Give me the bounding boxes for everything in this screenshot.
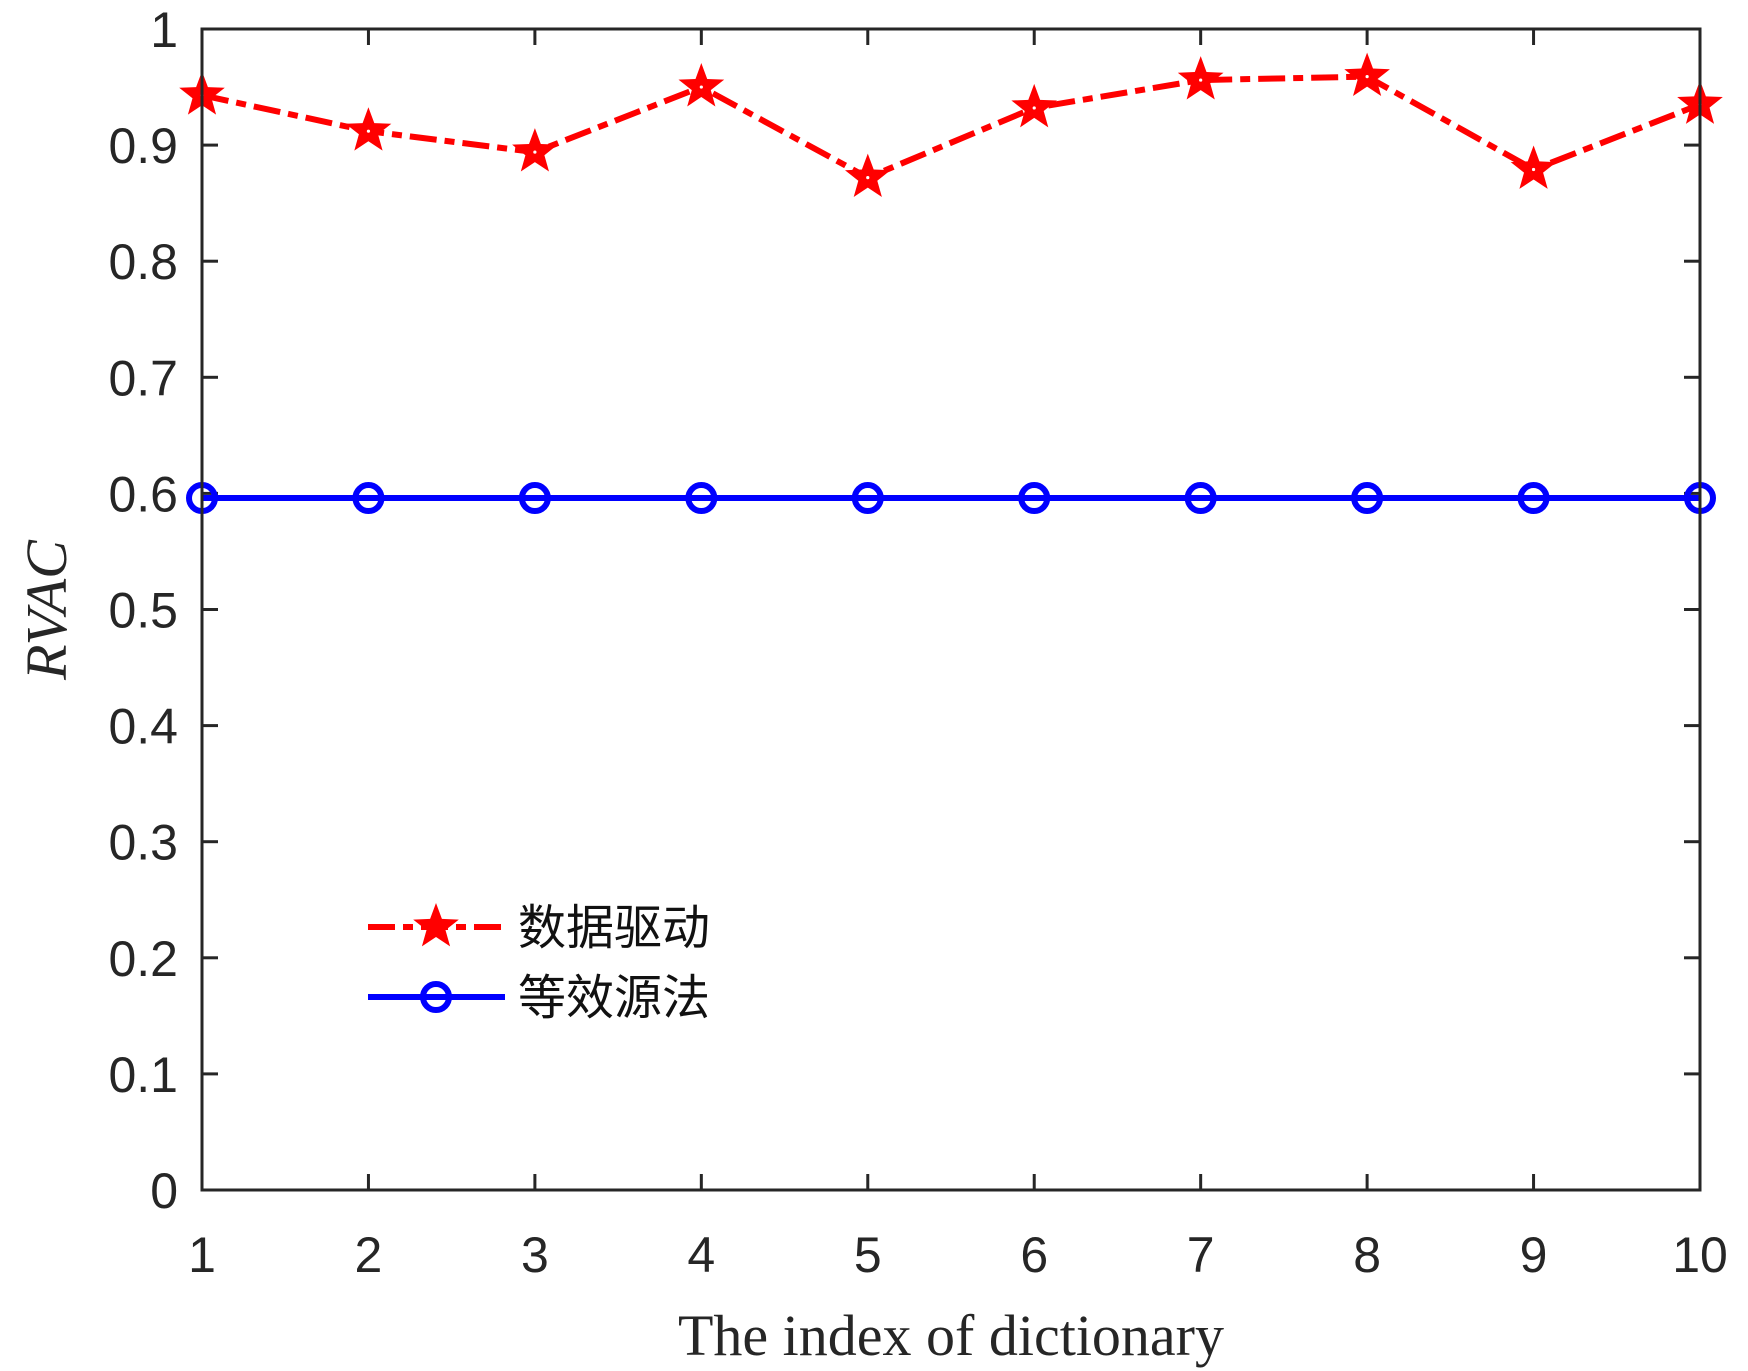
x-tick-label: 5 bbox=[854, 1227, 882, 1283]
x-axis-title: The index of dictionary bbox=[678, 1303, 1224, 1368]
circle-marker-icon bbox=[518, 482, 551, 515]
x-tick-label: 9 bbox=[1520, 1227, 1548, 1283]
circle-marker-icon bbox=[1351, 482, 1384, 515]
y-tick-label: 0.2 bbox=[108, 931, 178, 987]
y-tick-label: 0.8 bbox=[108, 234, 178, 290]
y-tick-label: 0.9 bbox=[108, 118, 178, 174]
x-tick-label: 8 bbox=[1353, 1227, 1381, 1283]
legend-label-equivalent-source: 等效源法 bbox=[518, 970, 710, 1026]
star-marker-icon bbox=[1510, 145, 1557, 189]
x-tick-label: 7 bbox=[1187, 1227, 1215, 1283]
star-marker-icon bbox=[1177, 56, 1224, 100]
marker-center-dot bbox=[1199, 78, 1203, 82]
legend-label-data-driven: 数据驱动 bbox=[518, 900, 710, 956]
x-tick-label: 10 bbox=[1672, 1227, 1728, 1283]
circle-marker-icon bbox=[1184, 482, 1217, 515]
marker-center-dot bbox=[699, 85, 703, 89]
circle-marker-icon bbox=[1517, 482, 1550, 515]
x-tick-label: 2 bbox=[355, 1227, 383, 1283]
y-tick-labels: 0 0.1 0.2 0.3 0.4 0.5 0.6 0.7 0.8 0.9 1 bbox=[108, 2, 178, 1219]
series-equivalent-source bbox=[186, 482, 1716, 515]
star-marker-icon bbox=[678, 63, 725, 107]
x-tick-label: 6 bbox=[1020, 1227, 1048, 1283]
y-tick-label: 0.1 bbox=[108, 1047, 178, 1103]
circle-marker-icon bbox=[420, 981, 452, 1013]
circle-marker-icon bbox=[685, 482, 718, 515]
circle-marker-icon bbox=[1018, 482, 1051, 515]
y-tick-label: 0.4 bbox=[108, 699, 178, 755]
x-tick-labels: 1 2 3 4 5 6 7 8 9 10 bbox=[188, 1227, 1728, 1283]
series-data-driven bbox=[179, 52, 1723, 197]
y-tick-label: 0.7 bbox=[108, 350, 178, 406]
legend-item-equivalent-source: 等效源法 bbox=[368, 970, 710, 1026]
star-marker-icon bbox=[1344, 52, 1390, 96]
y-axis-title: RVAC bbox=[14, 539, 79, 681]
circle-marker-icon bbox=[851, 482, 884, 515]
star-marker-icon bbox=[845, 153, 891, 197]
y-tick-label: 0.6 bbox=[108, 466, 178, 522]
circle-marker-icon bbox=[352, 482, 385, 515]
star-marker-icon bbox=[413, 903, 459, 947]
marker-center-dot bbox=[533, 150, 537, 154]
axis-ticks bbox=[200, 27, 1702, 1192]
legend: 数据驱动 等效源法 bbox=[368, 900, 710, 1026]
marker-center-dot bbox=[1365, 75, 1369, 79]
x-tick-label: 4 bbox=[687, 1227, 715, 1283]
marker-center-dot bbox=[1032, 106, 1036, 110]
marker-center-dot bbox=[866, 176, 870, 180]
x-tick-label: 1 bbox=[188, 1227, 216, 1283]
y-tick-label: 1 bbox=[150, 2, 178, 58]
star-marker-icon bbox=[1011, 83, 1057, 128]
axes-box bbox=[200, 27, 1702, 1192]
series-line bbox=[201, 73, 1702, 181]
legend-item-data-driven: 数据驱动 bbox=[368, 900, 710, 956]
star-marker-icon bbox=[345, 107, 392, 151]
star-marker-icon bbox=[512, 128, 558, 172]
y-tick-label: 0.3 bbox=[108, 815, 178, 871]
y-tick-label: 0.5 bbox=[108, 583, 178, 639]
series-layer bbox=[179, 52, 1723, 515]
marker-center-dot bbox=[1531, 167, 1536, 172]
marker-center-dot bbox=[366, 129, 371, 133]
x-tick-label: 3 bbox=[521, 1227, 549, 1283]
y-tick-label: 0 bbox=[150, 1163, 178, 1219]
